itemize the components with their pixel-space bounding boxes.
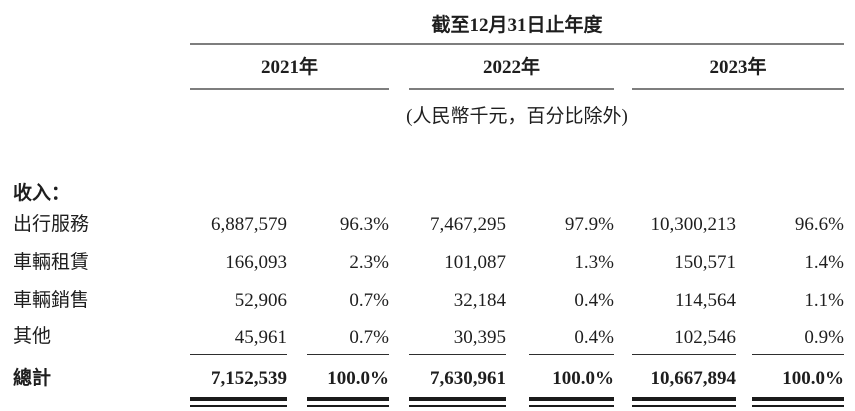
total-double-rule xyxy=(307,397,389,407)
cell-total-2021-amount: 7,152,539 xyxy=(211,368,287,390)
row-label-vehicle-sales: 車輛銷售 xyxy=(13,290,90,312)
cell-vehicle-sales-2023-amount: 114,564 xyxy=(674,290,736,312)
cell-total-2023-amount: 10,667,894 xyxy=(650,368,737,390)
cell-vehicle-rental-2021-pct: 2.3% xyxy=(349,252,389,274)
cell-total-2022-pct: 100.0% xyxy=(552,368,614,390)
cell-total-2023-pct: 100.0% xyxy=(782,368,844,390)
row-label-others: 其他 xyxy=(13,326,52,348)
total-double-rule xyxy=(752,397,844,407)
cell-others-2023-pct: 0.9% xyxy=(752,319,844,355)
row-label-vehicle-rental: 車輛租賃 xyxy=(13,252,90,274)
cell-vehicle-rental-2023-amount: 150,571 xyxy=(674,252,736,274)
cell-travel-services-2022-amount: 7,467,295 xyxy=(430,214,506,236)
cell-travel-services-2021-pct: 96.3% xyxy=(339,214,389,236)
cell-others-2021-pct: 0.7% xyxy=(307,319,389,355)
cell-vehicle-sales-2022-pct: 0.4% xyxy=(574,290,614,312)
table-grid: 截至12月31日止年度 2021年 2022年 2023年 (人民幣千元，百分比… xyxy=(0,5,844,411)
cell-others-2022-amount: 30,395 xyxy=(409,319,506,355)
cell-vehicle-sales-2021-amount: 52,906 xyxy=(234,290,287,312)
year-header-2022: 2022年 xyxy=(409,45,614,90)
cell-vehicle-rental-2023-pct: 1.4% xyxy=(804,252,844,274)
cell-others-2022-pct: 0.4% xyxy=(529,319,614,355)
cell-others-2021-amount: 45,961 xyxy=(190,319,287,355)
total-double-rule xyxy=(409,397,506,407)
section-label-revenue: 收入： xyxy=(13,183,71,205)
cell-vehicle-sales-2021-pct: 0.7% xyxy=(349,290,389,312)
row-label-travel-services: 出行服務 xyxy=(13,214,90,236)
cell-vehicle-rental-2022-pct: 1.3% xyxy=(574,252,614,274)
cell-travel-services-2023-amount: 10,300,213 xyxy=(650,214,737,236)
total-double-rule xyxy=(632,397,736,407)
cell-travel-services-2021-amount: 6,887,579 xyxy=(211,214,287,236)
row-label-total: 總計 xyxy=(13,368,52,390)
cell-others-2023-amount: 102,546 xyxy=(632,319,736,355)
unit-note: (人民幣千元，百分比除外) xyxy=(406,106,628,128)
cell-travel-services-2022-pct: 97.9% xyxy=(564,214,614,236)
total-double-rule xyxy=(190,397,287,407)
year-header-2021: 2021年 xyxy=(190,45,389,90)
cell-vehicle-sales-2023-pct: 1.1% xyxy=(804,290,844,312)
period-header: 截至12月31日止年度 xyxy=(190,5,844,45)
year-header-2023: 2023年 xyxy=(632,45,844,90)
cell-vehicle-rental-2021-amount: 166,093 xyxy=(225,252,287,274)
cell-vehicle-rental-2022-amount: 101,087 xyxy=(444,252,506,274)
cell-travel-services-2023-pct: 96.6% xyxy=(794,214,844,236)
cell-total-2021-pct: 100.0% xyxy=(327,368,389,390)
cell-total-2022-amount: 7,630,961 xyxy=(430,368,506,390)
total-double-rule xyxy=(529,397,614,407)
cell-vehicle-sales-2022-amount: 32,184 xyxy=(453,290,506,312)
